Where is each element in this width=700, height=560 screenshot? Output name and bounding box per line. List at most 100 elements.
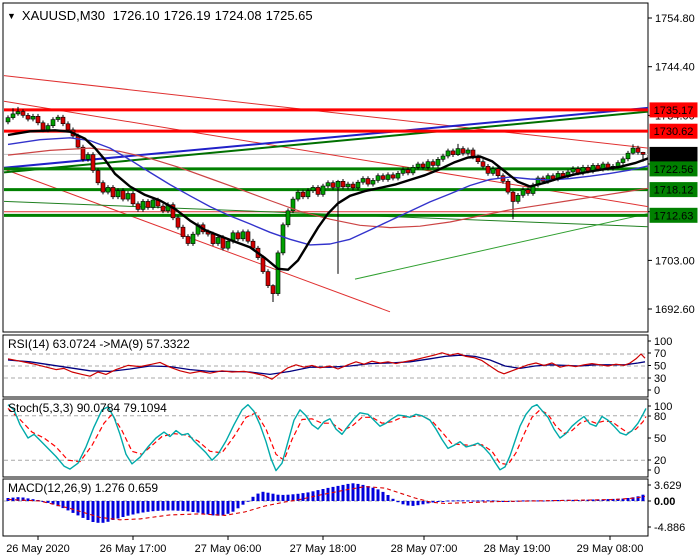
- macd-bar: [116, 501, 120, 519]
- candle-body: [490, 168, 496, 174]
- macd-bar: [381, 491, 385, 501]
- ma-blue: [7, 137, 649, 246]
- candle-body: [360, 178, 366, 183]
- stoch-k-line: [7, 404, 647, 472]
- macd-bar: [76, 501, 80, 516]
- macd-bar: [201, 501, 205, 514]
- candle-body: [595, 165, 601, 170]
- candle-body: [5, 117, 11, 123]
- candle-body: [150, 199, 156, 208]
- macd-bar: [606, 499, 610, 501]
- candle-body: [215, 237, 221, 244]
- candle-body: [420, 163, 426, 168]
- trendline-6: [354, 213, 649, 280]
- macd-bar: [521, 500, 525, 502]
- macd-bar: [421, 501, 425, 505]
- macd-bar: [181, 501, 185, 511]
- candle-body: [415, 163, 421, 168]
- macd-bar: [61, 501, 65, 509]
- candle-body: [430, 161, 436, 166]
- macd-bar: [471, 500, 475, 502]
- collapse-ohlc-icon[interactable]: ▼: [7, 11, 16, 21]
- macd-bar: [351, 483, 355, 501]
- macd-bar: [21, 497, 25, 501]
- candle-body: [20, 111, 26, 116]
- candle-body: [100, 182, 106, 193]
- macd-bar: [71, 501, 75, 513]
- macd-bar: [486, 500, 490, 502]
- macd-bar: [11, 497, 15, 501]
- macd-bar: [321, 489, 325, 501]
- macd-bar: [141, 501, 145, 513]
- candle-body: [620, 158, 626, 163]
- macd-bar: [66, 501, 70, 511]
- macd-bar: [436, 501, 440, 502]
- macd-bar: [401, 501, 405, 505]
- candle-body: [405, 169, 411, 174]
- candle-body: [315, 187, 321, 195]
- macd-bar: [216, 501, 220, 516]
- candle-body: [95, 170, 101, 184]
- macd-bar: [621, 498, 625, 501]
- macd-bar: [326, 487, 330, 501]
- macd-bar: [296, 493, 300, 501]
- macd-bar: [31, 499, 35, 501]
- macd-bar: [46, 501, 50, 503]
- macd-bar: [56, 501, 60, 507]
- macd-bar: [371, 487, 375, 501]
- candle-body: [220, 237, 226, 249]
- candle-body: [570, 168, 576, 173]
- price-tick-label: 1692.60: [655, 304, 695, 316]
- candle-body: [260, 257, 266, 272]
- candle-body: [505, 181, 511, 193]
- candle-body: [75, 135, 81, 148]
- candle-body: [300, 191, 306, 198]
- macd-bar: [331, 486, 335, 501]
- macd-tick-label: 3.629: [654, 480, 682, 492]
- macd-bar: [161, 501, 165, 511]
- macd-bar: [636, 496, 640, 501]
- stoch-label: Stoch(5,3,3) 90.0784 79.1094: [8, 401, 167, 415]
- macd-bar: [91, 501, 95, 522]
- symbol-label: XAUUSD,M30: [21, 8, 105, 23]
- candle-body: [425, 161, 431, 168]
- price-tick-label: 1744.40: [655, 62, 695, 74]
- ma-black: [7, 129, 649, 271]
- macd-bar: [171, 501, 175, 511]
- macd-bar: [266, 492, 270, 501]
- macd-bar: [281, 494, 285, 501]
- ohlc-close: 1725.65: [265, 8, 313, 23]
- stoch-tick-label: 50: [654, 433, 666, 445]
- candle-body: [635, 147, 641, 153]
- ohlc-open: 1726.10: [112, 8, 160, 23]
- macd-bar: [571, 499, 575, 501]
- candle-body: [510, 191, 516, 202]
- macd-bar: [376, 489, 380, 501]
- trendline-0: [3, 75, 649, 149]
- candle-body: [340, 181, 346, 188]
- macd-bar: [306, 492, 310, 501]
- time-tick-label: 27 May 06:00: [195, 543, 262, 555]
- macd-bar: [221, 501, 225, 516]
- stoch-tick-label: 0: [654, 465, 660, 477]
- price-badge-label-5: 1712.63: [654, 210, 694, 222]
- macd-bar: [291, 494, 295, 501]
- macd-bar: [386, 495, 390, 501]
- candle-body: [85, 154, 91, 160]
- candle-body: [185, 236, 191, 244]
- candle-body: [320, 185, 326, 195]
- candle-body: [515, 195, 521, 202]
- macd-bar: [616, 498, 620, 501]
- price-badge-5: [649, 207, 698, 223]
- macd-bar: [256, 493, 260, 501]
- candle-body: [485, 166, 491, 174]
- candle-body: [350, 183, 356, 189]
- candle-body: [335, 181, 341, 188]
- candle-body: [400, 169, 406, 174]
- price-badge-label-4: 1718.12: [654, 185, 694, 197]
- candle-body: [45, 125, 51, 131]
- macd-bar: [591, 499, 595, 501]
- macd-bar: [576, 500, 580, 501]
- candle-body: [455, 148, 461, 156]
